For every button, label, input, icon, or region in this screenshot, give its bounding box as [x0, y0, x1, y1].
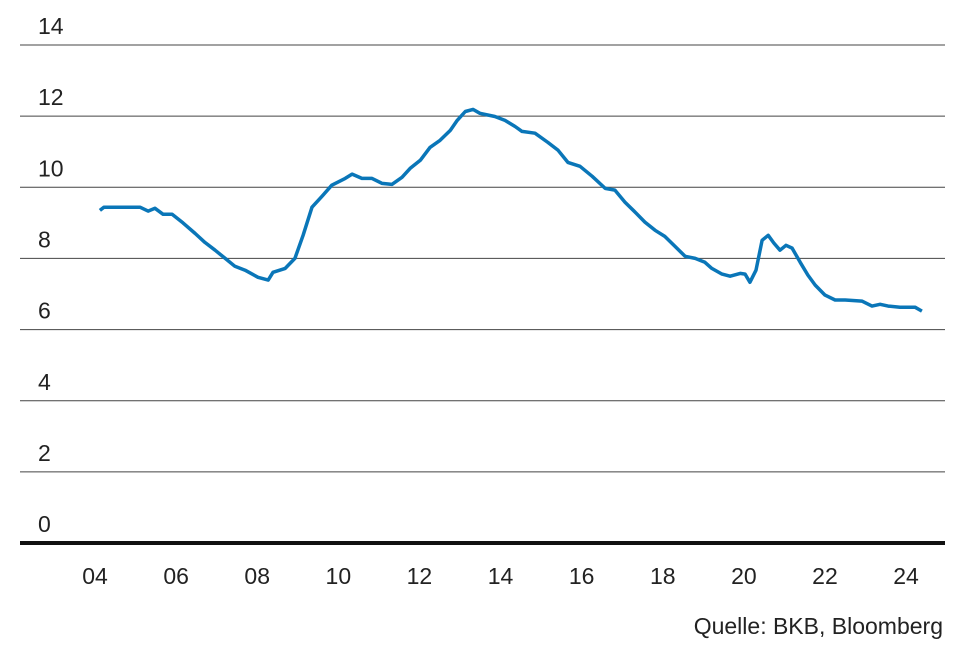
y-tick-label: 8: [38, 227, 51, 253]
x-tick-label: 06: [163, 563, 189, 589]
y-tick-label: 0: [38, 511, 51, 537]
y-tick-label: 2: [38, 440, 51, 466]
x-tick-label: 10: [326, 563, 352, 589]
y-tick-label: 12: [38, 84, 64, 110]
y-tick-label: 14: [38, 13, 64, 39]
y-tick-label: 4: [38, 369, 51, 395]
source: Quelle: BKB, Bloomberg: [694, 613, 943, 639]
y-tick-label: 10: [38, 155, 64, 181]
y-tick-label: 6: [38, 298, 51, 324]
x-tick-label: 08: [244, 563, 270, 589]
x-tick-label: 18: [650, 563, 676, 589]
x-tick-label: 16: [569, 563, 595, 589]
x-tick-label: 24: [893, 563, 919, 589]
x-tick-label: 22: [812, 563, 838, 589]
x-tick-label: 20: [731, 563, 757, 589]
x-tick-label: 12: [407, 563, 433, 589]
x-tick-label: 14: [488, 563, 514, 589]
x-tick-label: 04: [82, 563, 108, 589]
data-line: [98, 107, 923, 313]
